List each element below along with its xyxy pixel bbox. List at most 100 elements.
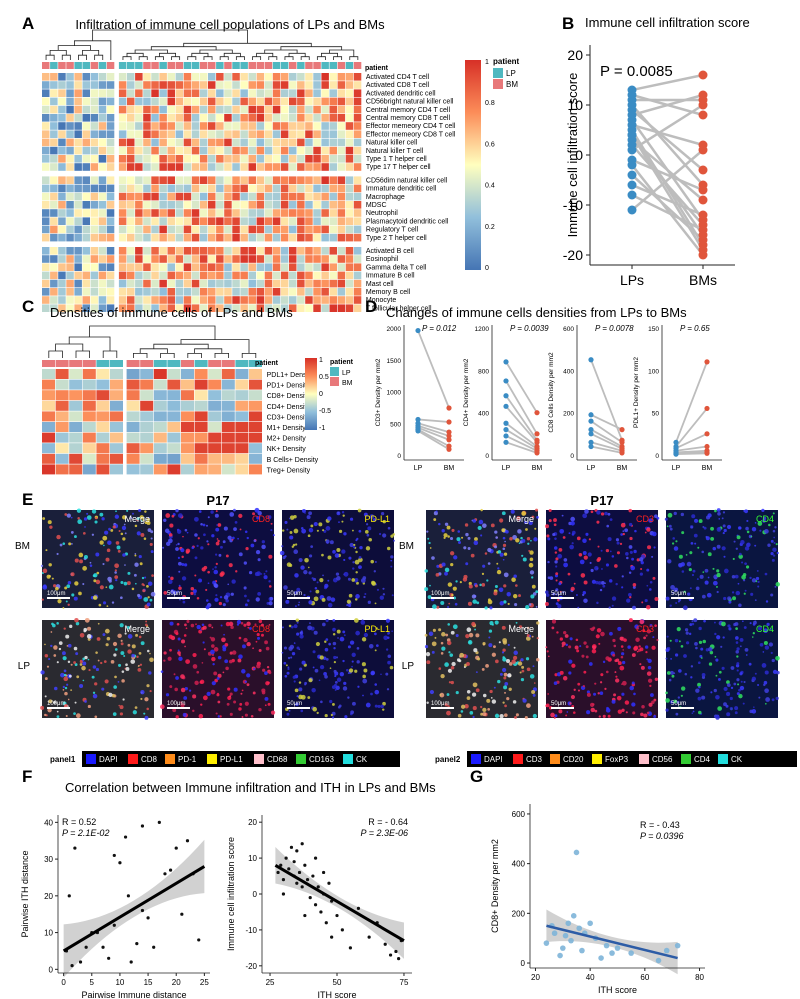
- heatmap-cell: [140, 411, 154, 422]
- y-tick-label: 0: [521, 959, 526, 968]
- heatmap-cell: [345, 184, 354, 193]
- heatmap-cell: [153, 443, 167, 454]
- cell-dot: [44, 677, 48, 681]
- heatmap-cell: [58, 217, 66, 225]
- cell-dot: [743, 680, 746, 684]
- cell-dot: [520, 536, 523, 540]
- cell-dot: [375, 627, 378, 630]
- pair-line: [675, 361, 708, 443]
- cell-dot: [525, 657, 530, 661]
- heatmap-cell: [305, 255, 313, 263]
- cell-dot: [162, 546, 165, 549]
- cell-dot: [231, 536, 235, 540]
- heatmap-cell: [264, 271, 273, 280]
- cell-dot: [202, 523, 206, 527]
- dendrogram-branch: [75, 350, 90, 358]
- cell-dot: [764, 670, 769, 675]
- heatmap-cell: [305, 304, 313, 312]
- cell-dot: [754, 672, 757, 675]
- cell-dot: [137, 667, 142, 672]
- cell-dot: [607, 537, 612, 542]
- heatmap-cell: [135, 73, 143, 81]
- heatmap-cell: [175, 73, 184, 81]
- heatmap-cell: [135, 81, 143, 89]
- heatmap-cell: [118, 192, 127, 201]
- cell-dot: [325, 638, 329, 641]
- cell-dot: [699, 574, 704, 579]
- cell-dot: [713, 688, 717, 693]
- cell-dot: [644, 531, 647, 534]
- cell-dot: [548, 519, 552, 523]
- channel-label: CD4: [756, 624, 774, 634]
- cell-dot: [723, 686, 728, 692]
- heatmap-cell: [313, 296, 321, 304]
- cell-dot: [604, 582, 606, 585]
- cell-dot: [332, 641, 337, 646]
- cell-dot: [341, 511, 345, 514]
- cell-dot: [66, 513, 71, 518]
- cell-dot: [118, 663, 122, 667]
- fit-line: [546, 924, 678, 960]
- heatmap-cell: [297, 296, 305, 304]
- pair-line: [590, 433, 623, 450]
- heatmap-cell: [183, 138, 192, 147]
- cell-dot: [213, 671, 218, 676]
- cell-dot: [181, 562, 185, 567]
- cell-dot: [435, 573, 440, 577]
- heatmap-cell: [106, 255, 115, 263]
- heatmap-cell: [297, 201, 305, 209]
- legend-item-label: PD-1: [178, 755, 197, 764]
- cell-dot: [150, 591, 156, 597]
- heatmap-cell: [216, 114, 224, 122]
- y-tick-label: 2000: [387, 326, 402, 333]
- heatmap-cell: [175, 201, 184, 209]
- cell-dot: [562, 536, 566, 539]
- bm-point: [446, 419, 452, 425]
- cell-dot: [352, 567, 355, 570]
- cell-dot: [217, 673, 222, 678]
- heatmap-cell: [98, 81, 107, 89]
- heatmap-cell: [305, 122, 313, 130]
- heatmap-cell: [329, 263, 337, 271]
- cell-dot: [377, 704, 381, 709]
- cell-dot: [246, 673, 251, 678]
- heatmap-row-label: NK+ Density: [267, 446, 307, 453]
- cell-dot: [672, 537, 676, 540]
- x-tick-label: LP: [587, 465, 596, 472]
- heatmap-cell: [55, 464, 69, 475]
- heatmap-cell: [194, 390, 208, 401]
- heatmap-cell: [191, 304, 200, 312]
- cell-dot: [563, 562, 569, 568]
- cell-dot: [701, 550, 705, 554]
- heatmap-cell: [90, 296, 99, 304]
- cell-dot: [182, 712, 187, 717]
- cell-dot: [426, 530, 429, 533]
- heatmap-cell: [55, 411, 69, 422]
- pair-line: [417, 330, 450, 409]
- cell-dot: [288, 709, 291, 712]
- heatmap-cell: [232, 201, 240, 209]
- cell-dot: [428, 631, 434, 637]
- cell-dot: [67, 660, 71, 664]
- heatmap-cell: [55, 369, 69, 379]
- heatmap-cell: [175, 271, 184, 280]
- heatmap-cell: [249, 400, 262, 411]
- cell-dot: [620, 533, 624, 536]
- heatmap-cell: [151, 146, 159, 155]
- x-axis-label: Pairwise Immune distance: [81, 990, 186, 999]
- cell-dot: [515, 538, 520, 543]
- bm-point: [446, 446, 452, 452]
- y-tick-label: 0: [49, 965, 54, 974]
- cell-dot: [528, 520, 533, 526]
- cell-dot: [772, 669, 778, 674]
- panelE-right: P17BMMerge100μmCD350μmCD450μmLPMerge100μ…: [399, 493, 780, 720]
- heatmap-cell: [216, 138, 224, 147]
- cell-dot: [180, 701, 183, 704]
- cell-dot: [252, 647, 254, 650]
- scatter-point: [560, 945, 566, 951]
- cell-dot: [749, 576, 752, 580]
- scatter-point: [107, 956, 111, 960]
- cell-dot: [733, 682, 737, 686]
- heatmap-cell: [272, 255, 281, 263]
- heatmap-cell: [353, 209, 362, 217]
